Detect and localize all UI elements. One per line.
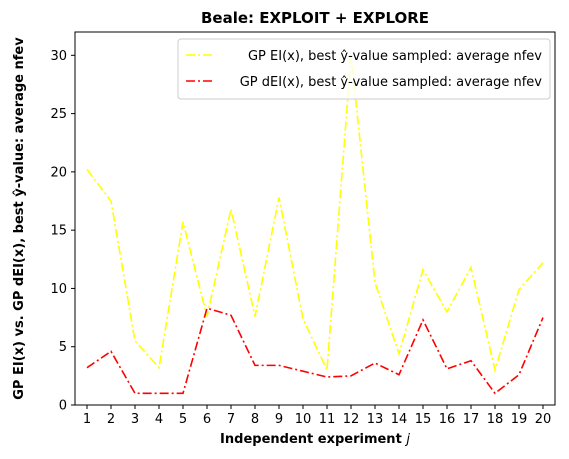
legend-label: GP EI(x), best ŷ-value sampled: average … [248, 49, 542, 64]
legend: GP EI(x), best ŷ-value sampled: average … [177, 38, 551, 100]
y-tick-label: 0 [59, 399, 67, 414]
y-axis-ticks: 0 5 10 15 20 25 30 [50, 49, 75, 414]
x-tick-label: 19 [511, 412, 528, 427]
x-tick-label: 13 [367, 412, 384, 427]
x-tick-label: 8 [251, 412, 259, 427]
x-tick-label: 12 [343, 412, 360, 427]
x-tick-label: 2 [107, 412, 115, 427]
y-tick-label: 10 [50, 282, 67, 297]
x-tick-label: 18 [487, 412, 504, 427]
y-tick-label: 5 [59, 340, 67, 355]
x-tick-label: 7 [227, 412, 235, 427]
x-tick-label: 20 [535, 412, 552, 427]
series-line-1 [86, 55, 544, 374]
series-line-2 [86, 307, 544, 395]
x-tick-label: 14 [391, 412, 408, 427]
x-tick-label: 15 [415, 412, 432, 427]
x-tick-label: 10 [295, 412, 312, 427]
x-axis-title: Independent experiment j [220, 432, 410, 447]
y-tick-label: 25 [50, 107, 67, 122]
x-tick-label: 4 [155, 412, 163, 427]
x-tick-label: 3 [131, 412, 139, 427]
x-tick-label: 17 [463, 412, 480, 427]
chart-title: Beale: EXPLOIT + EXPLORE [201, 9, 429, 27]
plot-frame [74, 31, 556, 406]
x-tick-label: 11 [319, 412, 336, 427]
x-tick-label: 16 [439, 412, 456, 427]
series-layer [86, 55, 544, 395]
x-axis-ticks: 1 2 3 4 5 6 7 8 9 10 11 12 13 14 15 16 17 18 19 20 [83, 405, 551, 427]
x-tick-label: 5 [179, 412, 187, 427]
y-tick-label: 30 [50, 49, 67, 64]
y-tick-label: 15 [50, 224, 67, 239]
x-tick-label: 9 [275, 412, 283, 427]
y-axis-title: GP EI(x) vs. GP dEI(x), best ŷ-value: av… [12, 37, 27, 400]
legend-label: GP dEI(x), best ŷ-value sampled: average… [240, 75, 543, 90]
x-tick-label: 6 [203, 412, 211, 427]
legend-box [177, 38, 551, 100]
y-tick-label: 20 [50, 165, 67, 180]
x-tick-label: 1 [83, 412, 91, 427]
